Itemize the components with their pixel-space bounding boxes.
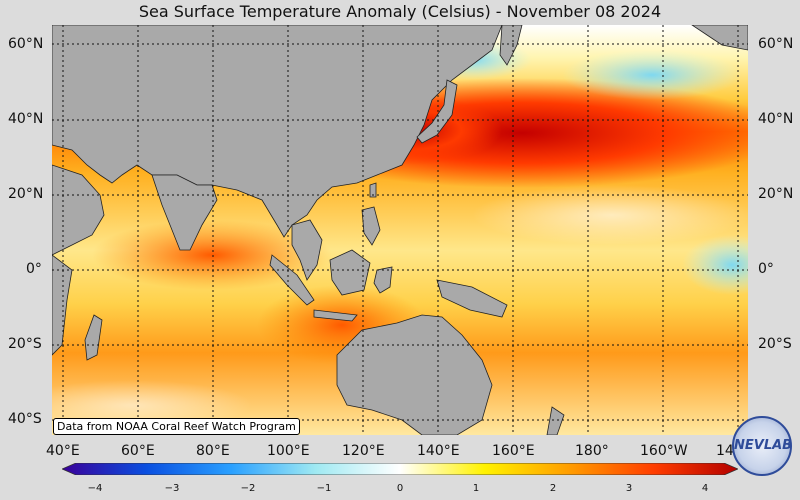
lat-label-left: 20°S	[8, 336, 42, 352]
graticule	[52, 25, 748, 435]
sulawesi-land	[373, 266, 393, 294]
lon-label: 100°E	[267, 443, 310, 459]
java-land	[313, 309, 358, 322]
lat-label-left: 0°	[26, 261, 42, 277]
japan-land	[416, 79, 458, 144]
logo-text: NEVLAB	[734, 438, 793, 453]
colorbar-tick: −3	[164, 483, 180, 494]
lon-label: 180°	[575, 443, 609, 459]
australia-land	[336, 314, 493, 435]
tropical-pale	[472, 185, 748, 245]
lat-label-right: 20°S	[758, 336, 792, 352]
lon-label: 160°E	[492, 443, 535, 459]
india-land	[151, 174, 218, 251]
lat-label-left: 60°N	[8, 36, 44, 52]
sst-anomaly-map	[52, 25, 748, 435]
nevlab-logo: NEVLAB	[732, 416, 792, 476]
lat-label-right: 20°N	[758, 186, 794, 202]
lat-label-left: 40°S	[8, 411, 42, 427]
land-masses	[52, 25, 748, 435]
taiwan-land	[369, 182, 377, 198]
new-zealand-land	[546, 406, 565, 435]
lon-label: 140°E	[417, 443, 460, 459]
indian-ocean-warm	[92, 220, 332, 290]
indochina-land	[291, 219, 323, 281]
colorbar-tick: 0	[396, 483, 404, 494]
lat-label-right: 40°N	[758, 111, 794, 127]
new-guinea-land	[436, 279, 508, 318]
colorbar-tick: 2	[549, 483, 557, 494]
alaska-land	[691, 25, 748, 51]
madagascar-land	[84, 314, 103, 361]
lat-label-right: 60°N	[758, 36, 794, 52]
map-title: Sea Surface Temperature Anomaly (Celsius…	[138, 2, 662, 21]
lon-label: 80°E	[196, 443, 230, 459]
equatorial-cool	[682, 235, 748, 295]
colorbar-tick: −4	[87, 483, 103, 494]
lon-label: 60°E	[121, 443, 155, 459]
philippines-land	[361, 206, 381, 246]
lon-label: 140°W	[716, 443, 736, 459]
lon-label: 40°E	[46, 443, 80, 459]
lat-label-right: 0°	[758, 261, 774, 277]
bering-cool	[562, 50, 742, 100]
data-attribution: Data from NOAA Coral Reef Watch Program	[53, 418, 300, 435]
kamchatka-land	[499, 25, 523, 66]
borneo-land	[329, 249, 371, 296]
sumatra-land	[269, 254, 315, 306]
colorbar-tick: 3	[625, 483, 633, 494]
colorbar-tick: −1	[316, 483, 332, 494]
map-layer	[52, 25, 748, 435]
arabia-land	[52, 164, 105, 256]
colorbar-tick: 4	[701, 483, 709, 494]
southern-pale	[52, 380, 252, 430]
lat-label-left: 20°N	[8, 186, 44, 202]
colorbar	[62, 463, 738, 475]
lon-label: 120°E	[342, 443, 385, 459]
colorbar-tick: −2	[240, 483, 256, 494]
asia-land	[52, 25, 503, 238]
lat-label-left: 40°N	[8, 111, 44, 127]
colorbar-tick: 1	[472, 483, 480, 494]
lon-label: 160°W	[640, 443, 688, 459]
africa-land	[52, 254, 73, 356]
